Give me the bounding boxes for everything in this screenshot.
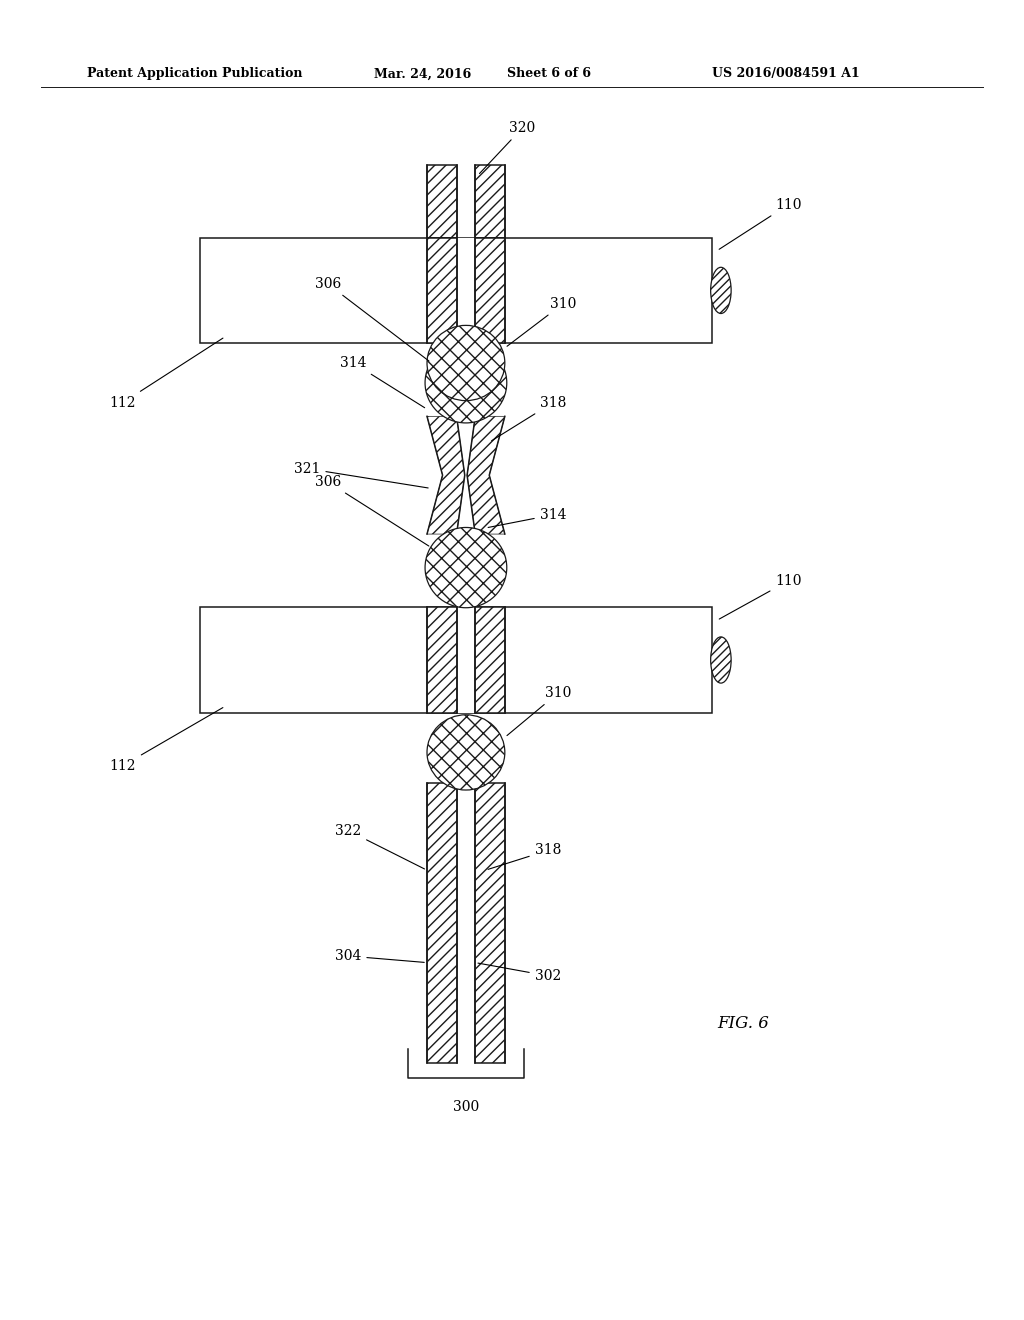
- Ellipse shape: [425, 343, 507, 422]
- Text: 110: 110: [719, 574, 802, 619]
- Text: 310: 310: [507, 297, 577, 346]
- Text: Sheet 6 of 6: Sheet 6 of 6: [507, 67, 591, 81]
- Text: 321: 321: [294, 462, 428, 488]
- Text: US 2016/0084591 A1: US 2016/0084591 A1: [712, 67, 859, 81]
- Bar: [200, 238, 712, 343]
- Text: 310: 310: [507, 686, 571, 735]
- Text: Mar. 24, 2016: Mar. 24, 2016: [374, 67, 471, 81]
- Bar: [457, 607, 475, 713]
- Bar: [475, 784, 505, 1063]
- Text: 318: 318: [488, 843, 561, 870]
- Text: 112: 112: [110, 338, 223, 409]
- Bar: [457, 238, 475, 343]
- Text: 322: 322: [335, 824, 425, 869]
- Ellipse shape: [711, 636, 731, 684]
- Ellipse shape: [711, 267, 731, 313]
- Text: 314: 314: [488, 508, 566, 528]
- Bar: [427, 238, 457, 343]
- Ellipse shape: [427, 326, 505, 401]
- Text: 320: 320: [479, 121, 536, 173]
- Text: 318: 318: [492, 396, 566, 441]
- Text: 314: 314: [340, 356, 425, 408]
- Polygon shape: [457, 416, 475, 535]
- Bar: [475, 238, 505, 343]
- Bar: [475, 165, 505, 238]
- Text: 306: 306: [314, 277, 429, 362]
- Text: 112: 112: [110, 708, 223, 772]
- Text: 304: 304: [335, 949, 424, 964]
- Bar: [427, 784, 457, 1063]
- Bar: [475, 607, 505, 713]
- Ellipse shape: [425, 528, 507, 607]
- Text: Patent Application Publication: Patent Application Publication: [87, 67, 302, 81]
- Polygon shape: [427, 416, 465, 535]
- Text: 300: 300: [453, 1101, 479, 1114]
- Text: 306: 306: [314, 475, 429, 546]
- Bar: [427, 165, 457, 238]
- Bar: [200, 607, 712, 713]
- Text: 110: 110: [719, 198, 802, 249]
- Text: 302: 302: [478, 964, 561, 983]
- Bar: [457, 784, 475, 1063]
- Text: FIG. 6: FIG. 6: [717, 1015, 769, 1031]
- Polygon shape: [467, 416, 505, 535]
- Bar: [457, 165, 475, 238]
- Bar: [427, 607, 457, 713]
- Ellipse shape: [427, 715, 505, 789]
